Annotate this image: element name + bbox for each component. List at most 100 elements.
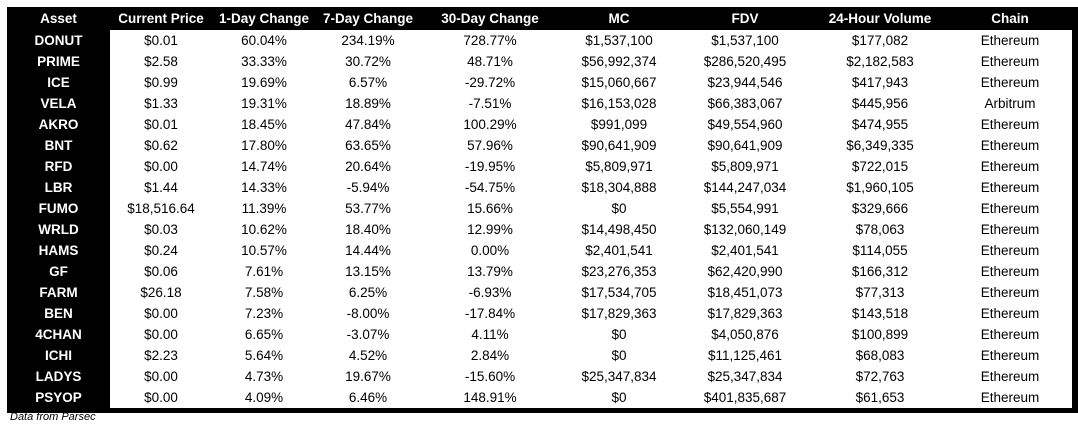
table-cell: 14.44% [316,240,420,261]
table-cell: 18.45% [212,114,316,135]
column-header-7-day-change: 7-Day Change [316,7,420,30]
table-cell: 4.52% [316,345,420,366]
asset-price-table: Asset Current Price 1-Day Change 7-Day C… [7,7,1072,408]
table-cell: $0.06 [110,261,212,282]
table-cell: -54.75% [420,177,560,198]
table-cell: $0.01 [110,114,212,135]
table-cell: 18.40% [316,219,420,240]
table-cell: 14.74% [212,156,316,177]
table-cell: $1.33 [110,93,212,114]
table-row: FUMO $18,516.64 11.39% 53.77% 15.66% $0 $5,554… [7,198,1072,219]
table-row: 4CHAN $0.00 6.65% -3.07% 4.11% $0 $4,050,876 $1… [7,324,1072,345]
table-cell: $0.24 [110,240,212,261]
table-cell: $49,554,960 [678,114,812,135]
asset-cell: 4CHAN [7,324,110,345]
table-cell: -6.93% [420,282,560,303]
table-cell: 33.33% [212,51,316,72]
table-cell: $26.18 [110,282,212,303]
asset-cell: BEN [7,303,110,324]
table-cell: $14,498,450 [560,219,678,240]
table-cell: $56,992,374 [560,51,678,72]
table-cell: 148.91% [420,387,560,408]
table-cell: $77,313 [812,282,948,303]
asset-cell: AKRO [7,114,110,135]
table-row: DONUT $0.01 60.04% 234.19% 728.77% $1,537,100… [7,30,1072,51]
table-cell: 4.11% [420,324,560,345]
table-cell: $6,349,335 [812,135,948,156]
table-row: RFD $0.00 14.74% 20.64% -19.95% $5,809,971 $5,… [7,156,1072,177]
table-cell: 10.57% [212,240,316,261]
header-row: Asset Current Price 1-Day Change 7-Day C… [7,7,1072,30]
table-cell: $11,125,461 [678,345,812,366]
table-cell: Ethereum [948,156,1072,177]
asset-cell: PRIME [7,51,110,72]
table-cell: $5,809,971 [560,156,678,177]
table-row: VELA $1.33 19.31% 18.89% -7.51% $16,153,028 $6… [7,93,1072,114]
table-cell: $18,451,073 [678,282,812,303]
table-cell: $2.23 [110,345,212,366]
table-cell: 48.71% [420,51,560,72]
table-cell: $5,809,971 [678,156,812,177]
table-cell: 4.09% [212,387,316,408]
table-row: BEN $0.00 7.23% -8.00% -17.84% $17,829,363 $17… [7,303,1072,324]
table-cell: $2,401,541 [678,240,812,261]
asset-cell: PSYOP [7,387,110,408]
table-row: PRIME $2.58 33.33% 30.72% 48.71% $56,992,374 $… [7,51,1072,72]
table-row: LADYS $0.00 4.73% 19.67% -15.60% $25,347,834 $… [7,366,1072,387]
table-row: AKRO $0.01 18.45% 47.84% 100.29% $991,099 $49,… [7,114,1072,135]
table-cell: $17,829,363 [560,303,678,324]
table-cell: 30.72% [316,51,420,72]
table-cell: 6.57% [316,72,420,93]
asset-cell: BNT [7,135,110,156]
table-cell: $62,420,990 [678,261,812,282]
table-cell: $722,015 [812,156,948,177]
column-header-chain: Chain [948,7,1072,30]
table-cell: $286,520,495 [678,51,812,72]
table-cell: $4,050,876 [678,324,812,345]
table-cell: $143,518 [812,303,948,324]
table-cell: Ethereum [948,30,1072,51]
table-cell: $474,955 [812,114,948,135]
table-cell: 20.64% [316,156,420,177]
table-cell: Ethereum [948,345,1072,366]
table-cell: Ethereum [948,324,1072,345]
table-cell: $66,383,067 [678,93,812,114]
table-cell: -15.60% [420,366,560,387]
table-cell: -5.94% [316,177,420,198]
table-cell: 10.62% [212,219,316,240]
table-cell: 19.67% [316,366,420,387]
table-cell: 6.46% [316,387,420,408]
table-cell: 5.64% [212,345,316,366]
column-header-fdv: FDV [678,7,812,30]
table-cell: $114,055 [812,240,948,261]
table-cell: Ethereum [948,303,1072,324]
table-cell: Ethereum [948,72,1072,93]
table-cell: $17,534,705 [560,282,678,303]
table-cell: $61,653 [812,387,948,408]
table-row: PSYOP $0.00 4.09% 6.46% 148.91% $0 $401,835,68… [7,387,1072,408]
asset-cell: ICHI [7,345,110,366]
table-cell: 11.39% [212,198,316,219]
table-cell: 57.96% [420,135,560,156]
table-row: ICE $0.99 19.69% 6.57% -29.72% $15,060,667 $23… [7,72,1072,93]
table-cell: Ethereum [948,282,1072,303]
table-row: BNT $0.62 17.80% 63.65% 57.96% $90,641,909 $90… [7,135,1072,156]
table-cell: 13.79% [420,261,560,282]
table-cell: $0 [560,387,678,408]
table-cell: Ethereum [948,366,1072,387]
table-cell: $1,537,100 [560,30,678,51]
asset-cell: WRLD [7,219,110,240]
column-header-24-hour-volume: 24-Hour Volume [812,7,948,30]
table-cell: $0.62 [110,135,212,156]
table-cell: -19.95% [420,156,560,177]
table-cell: $25,347,834 [560,366,678,387]
table-cell: $991,099 [560,114,678,135]
table-cell: 17.80% [212,135,316,156]
table-cell: $0.00 [110,324,212,345]
table-cell: $68,083 [812,345,948,366]
asset-cell: ICE [7,72,110,93]
table-cell: $90,641,909 [560,135,678,156]
table-cell: 6.65% [212,324,316,345]
asset-cell: GF [7,261,110,282]
table-cell: 13.15% [316,261,420,282]
